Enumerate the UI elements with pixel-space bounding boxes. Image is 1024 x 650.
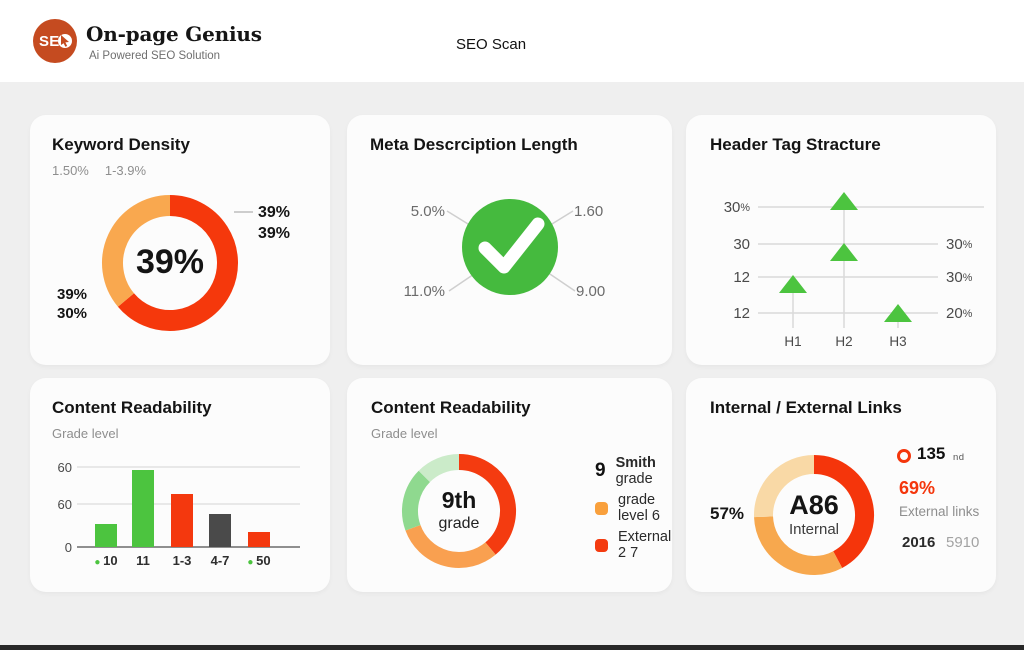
svg-text:1-3: 1-3 [173, 553, 192, 568]
keyword-range-labels: 1.50% 1-3.9% [52, 163, 146, 178]
links-donut-chart [754, 455, 874, 575]
meta-check-chart [446, 199, 576, 295]
svg-text:12: 12 [733, 269, 750, 286]
card-content-readability-donut: Content Readability Grade level 9th grad… [347, 378, 672, 592]
logo-dot [58, 34, 72, 48]
callout-left-bottom: 30% [57, 305, 88, 322]
links-count-suffix: nd [953, 452, 965, 463]
card-subtitle: Grade level [371, 426, 438, 441]
internal-percent-label: 57% [710, 504, 745, 523]
readability-bar-chart: 60 60 0 ● 10 11 1-3 4-7 ● 50 [58, 460, 300, 568]
cursor-icon [61, 35, 69, 47]
grade-label: grade [438, 515, 480, 532]
card-subtitle: Grade level [52, 426, 119, 441]
app-header: SE On-page Genius Ai Powered SEO Solutio… [0, 0, 1024, 82]
svg-text:● 50: ● 50 [247, 553, 270, 568]
svg-text:11: 11 [136, 553, 150, 568]
external-percent: 69% [899, 478, 936, 498]
grade-value: 9th [441, 487, 477, 513]
svg-text:H2: H2 [835, 334, 852, 349]
svg-text:60: 60 [58, 460, 72, 475]
legend-item-smith-grade: 9 Smith grade [595, 455, 672, 487]
svg-text:H3: H3 [889, 334, 906, 349]
svg-text:30%: 30% [946, 236, 973, 253]
card-keyword-density: Keyword Density 1.50% 1-3.9% 39% 39% 39%… [30, 115, 330, 365]
card-header-tag-structure: 30% 30 30% 12 30% 12 20% H1 H2 H3 Header Tag Stra… [686, 115, 996, 365]
nav-seo-scan[interactable]: SEO Scan [456, 36, 527, 53]
logo-initials: SE [39, 33, 60, 50]
card-internal-external-links: Internal / External Links A86 Internal 5… [686, 378, 996, 592]
svg-text:4-7: 4-7 [211, 553, 230, 568]
card-title: Internal / External Links [710, 398, 902, 417]
card-title: Keyword Density [52, 135, 190, 154]
red-swatch-icon [595, 538, 608, 552]
brand-subtitle: Ai Powered SEO Solution [89, 50, 221, 62]
readability-donut-chart [402, 454, 516, 568]
range-target: 1-3.9% [104, 163, 147, 178]
legend-label: Smith grade [615, 455, 656, 487]
svg-text:60: 60 [58, 497, 72, 512]
callout-bottom-right: 9.00 [576, 283, 606, 300]
card-title: Header Tag Stracture [710, 135, 881, 154]
callout-top-left: 5.0% [410, 203, 445, 220]
callout-right-top: 39% [258, 204, 291, 221]
card-title: Meta Descrciption Length [370, 135, 578, 154]
brand-title: On-page Genius [86, 22, 262, 46]
callout-top-right: 1.60 [574, 203, 604, 220]
links-score-label: Internal [788, 521, 840, 538]
callout-right: 39% 39% [258, 202, 290, 244]
callout-left-top: 39% [57, 286, 88, 303]
links-stat-gray: 5910 [946, 534, 980, 551]
links-count: 135 [917, 444, 946, 463]
callout-bottom-left: 11.0% [403, 283, 445, 300]
header-tag-triangle-chart: 30% 30 30% 12 30% 12 20% H1 H2 H3 [724, 192, 984, 349]
legend-item-external: External 2 7 [595, 529, 672, 561]
svg-text:30%: 30% [946, 269, 973, 286]
svg-text:12: 12 [733, 305, 750, 322]
range-current: 1.50% [52, 163, 89, 178]
legend-label: External 2 7 [618, 529, 672, 561]
svg-text:0: 0 [65, 540, 72, 555]
links-stat-dark: 2016 [902, 534, 936, 551]
card-title: Content Readability [52, 398, 212, 417]
svg-text:20%: 20% [946, 305, 973, 322]
readability-legend: 9 Smith grade grade level 6 External 2 7 [595, 455, 672, 561]
donut-center-value: 39% [135, 243, 205, 281]
card-title: Content Readability [371, 398, 531, 417]
svg-text:H1: H1 [784, 334, 801, 349]
legend-number: 9 [595, 460, 606, 481]
keyword-density-donut-chart [102, 195, 253, 331]
app-logo[interactable]: SE [33, 19, 77, 63]
legend-label: grade level 6 [618, 492, 660, 524]
bottom-bar [0, 645, 1024, 650]
external-links-label: External links [899, 504, 980, 519]
svg-text:● 10: ● 10 [94, 553, 117, 568]
ring-icon [897, 449, 911, 463]
donut-center: 9th grade [399, 487, 519, 534]
links-score: A86 [789, 490, 839, 520]
svg-text:30: 30 [733, 236, 750, 253]
card-content-readability-bars: 60 60 0 ● 10 11 1-3 4-7 ● 50 Content Readabilit… [30, 378, 330, 592]
svg-text:30%: 30% [724, 199, 751, 216]
legend-item-grade-level: grade level 6 [595, 492, 672, 524]
card-meta-description-length: Meta Descrciption Length 5.0% 1.60 11.0%… [347, 115, 672, 365]
callout-right-bottom: 39% [258, 225, 291, 242]
donut-center: A86 Internal [754, 490, 874, 540]
callout-left: 39% 30% [57, 285, 87, 323]
orange-swatch-icon [595, 501, 608, 515]
